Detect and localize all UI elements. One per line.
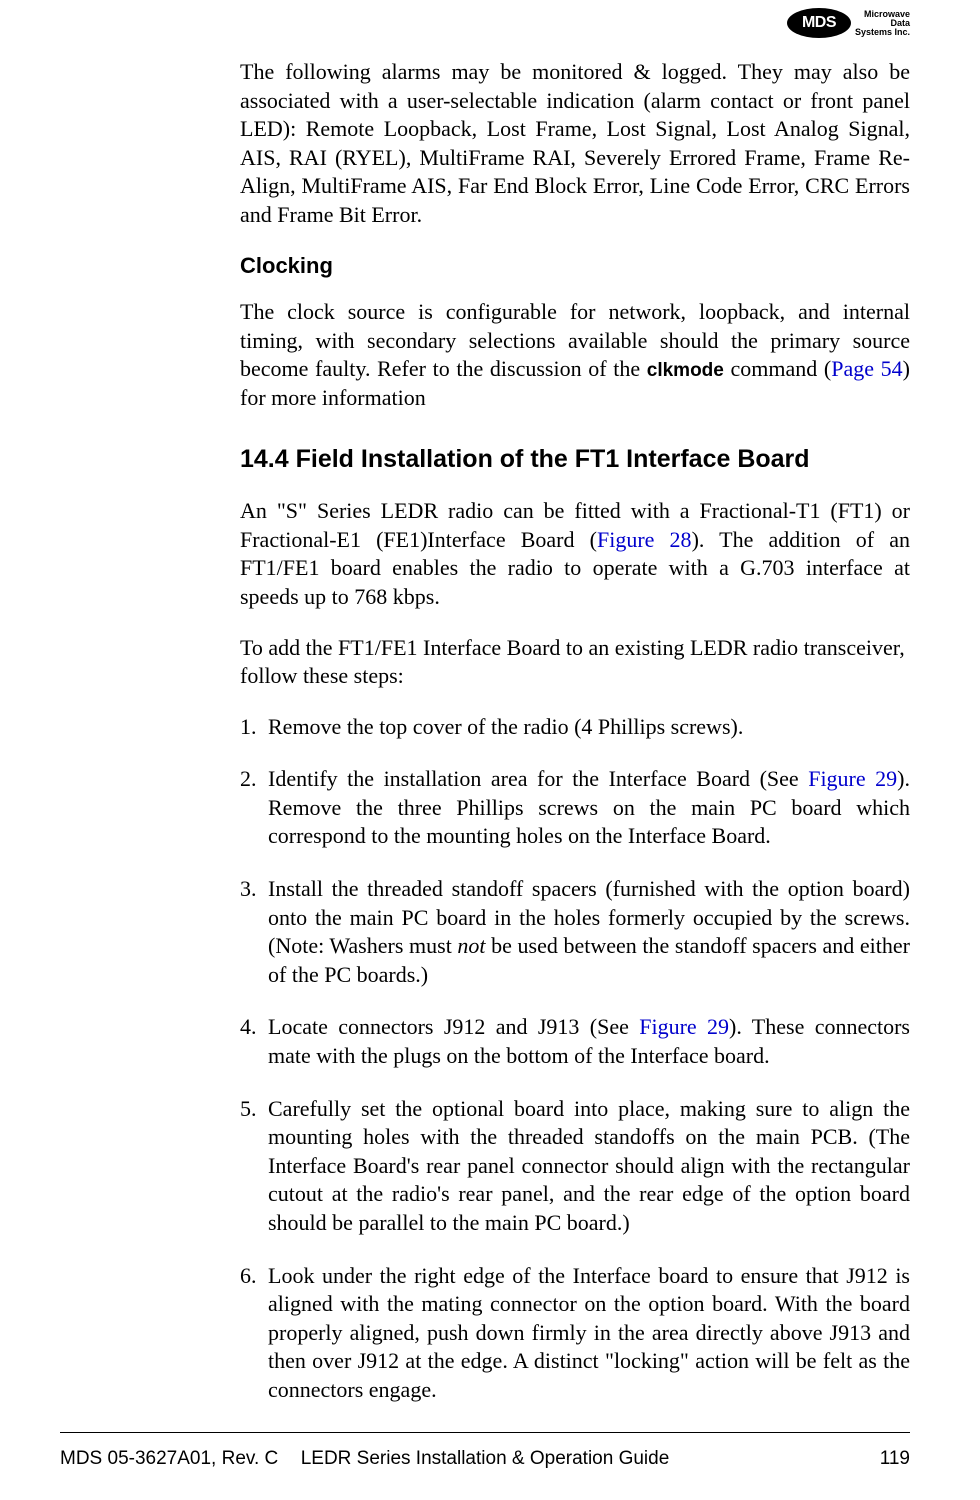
- list-text: Carefully set the optional board into pl…: [268, 1096, 910, 1235]
- list-number: 5.: [240, 1095, 268, 1238]
- list-body: Look under the right edge of the Interfa…: [268, 1262, 910, 1405]
- list-number: 3.: [240, 875, 268, 989]
- section-add-paragraph: To add the FT1/FE1 Interface Board to an…: [240, 634, 910, 691]
- page-content: The following alarms may be monitored & …: [0, 0, 980, 1405]
- list-number: 1.: [240, 713, 268, 742]
- logo-company-name: Microwave Data Systems Inc.: [855, 10, 910, 37]
- list-item: 2.Identify the installation area for the…: [240, 765, 910, 851]
- steps-list: 1.Remove the top cover of the radio (4 P…: [240, 713, 910, 1405]
- list-text: Remove the top cover of the radio (4 Phi…: [268, 714, 743, 739]
- page-footer: MDS 05-3627A01, Rev. C LEDR Series Insta…: [60, 1432, 910, 1472]
- list-body: Carefully set the optional board into pl…: [268, 1095, 910, 1238]
- company-logo: MDS Microwave Data Systems Inc.: [787, 8, 910, 38]
- section-intro-paragraph: An "S" Series LEDR radio can be fitted w…: [240, 497, 910, 611]
- list-text: Locate connectors J912 and J913 (See: [268, 1014, 639, 1039]
- list-number: 2.: [240, 765, 268, 851]
- footer-center: LEDR Series Installation & Operation Gui…: [301, 1447, 670, 1472]
- figure-28-link[interactable]: Figure 28: [597, 527, 692, 552]
- alarms-paragraph: The following alarms may be monitored & …: [240, 58, 910, 230]
- footer-right: 119: [880, 1447, 910, 1472]
- italic-text: not: [457, 933, 485, 958]
- section-heading: 14.4 Field Installation of the FT1 Inter…: [240, 443, 910, 476]
- list-text: Identify the installation area for the I…: [268, 766, 808, 791]
- logo-oval: MDS: [787, 8, 851, 38]
- list-body: Install the threaded standoff spacers (f…: [268, 875, 910, 989]
- list-item: 4.Locate connectors J912 and J913 (See F…: [240, 1013, 910, 1070]
- list-item: 1.Remove the top cover of the radio (4 P…: [240, 713, 910, 742]
- list-body: Identify the installation area for the I…: [268, 765, 910, 851]
- list-body: Remove the top cover of the radio (4 Phi…: [268, 713, 910, 742]
- list-number: 4.: [240, 1013, 268, 1070]
- logo-oval-text: MDS: [802, 13, 836, 34]
- figure-link[interactable]: Figure 29: [808, 766, 897, 791]
- clkmode-command: clkmode: [647, 360, 724, 381]
- list-text: Look under the right edge of the Interfa…: [268, 1263, 910, 1402]
- figure-link[interactable]: Figure 29: [639, 1014, 729, 1039]
- page-54-link[interactable]: Page 54: [831, 356, 902, 381]
- clocking-paragraph: The clock source is configurable for net…: [240, 298, 910, 412]
- clocking-heading: Clocking: [240, 252, 910, 281]
- list-body: Locate connectors J912 and J913 (See Fig…: [268, 1013, 910, 1070]
- list-item: 3.Install the threaded standoff spacers …: [240, 875, 910, 989]
- list-item: 6.Look under the right edge of the Inter…: [240, 1262, 910, 1405]
- list-item: 5.Carefully set the optional board into …: [240, 1095, 910, 1238]
- list-number: 6.: [240, 1262, 268, 1405]
- footer-left: MDS 05-3627A01, Rev. C: [60, 1447, 278, 1472]
